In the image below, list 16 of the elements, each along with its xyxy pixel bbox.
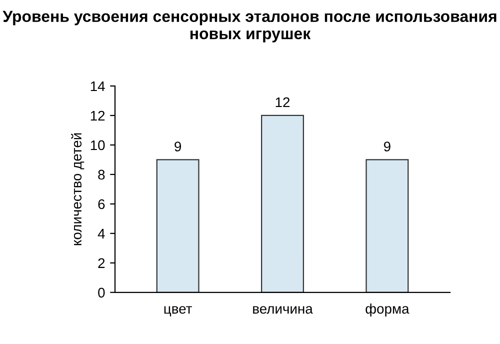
y-tick-label: 12 [90, 110, 105, 121]
y-tick-label: 10 [90, 140, 105, 150]
y-tick-label: 6 [98, 199, 105, 210]
x-tick-label: цвет [164, 306, 192, 316]
y-tick-label: 4 [98, 228, 105, 238]
y-tick-label: 14 [90, 81, 105, 92]
y-tick-label: 2 [98, 258, 105, 268]
data-label: 9 [174, 142, 182, 152]
x-tick-label: величина [253, 306, 313, 314]
x-tick-label: форма [366, 304, 410, 316]
y-tick-label: 8 [98, 170, 105, 180]
y-tick-label: 0 [98, 288, 105, 298]
y-axis-title: количество детей [71, 133, 84, 246]
chart-title: Уровень усвоения сенсорных эталонов после использования новых игрушек [2, 10, 496, 42]
data-label: 9 [384, 142, 390, 152]
data-label: 12 [276, 97, 290, 108]
